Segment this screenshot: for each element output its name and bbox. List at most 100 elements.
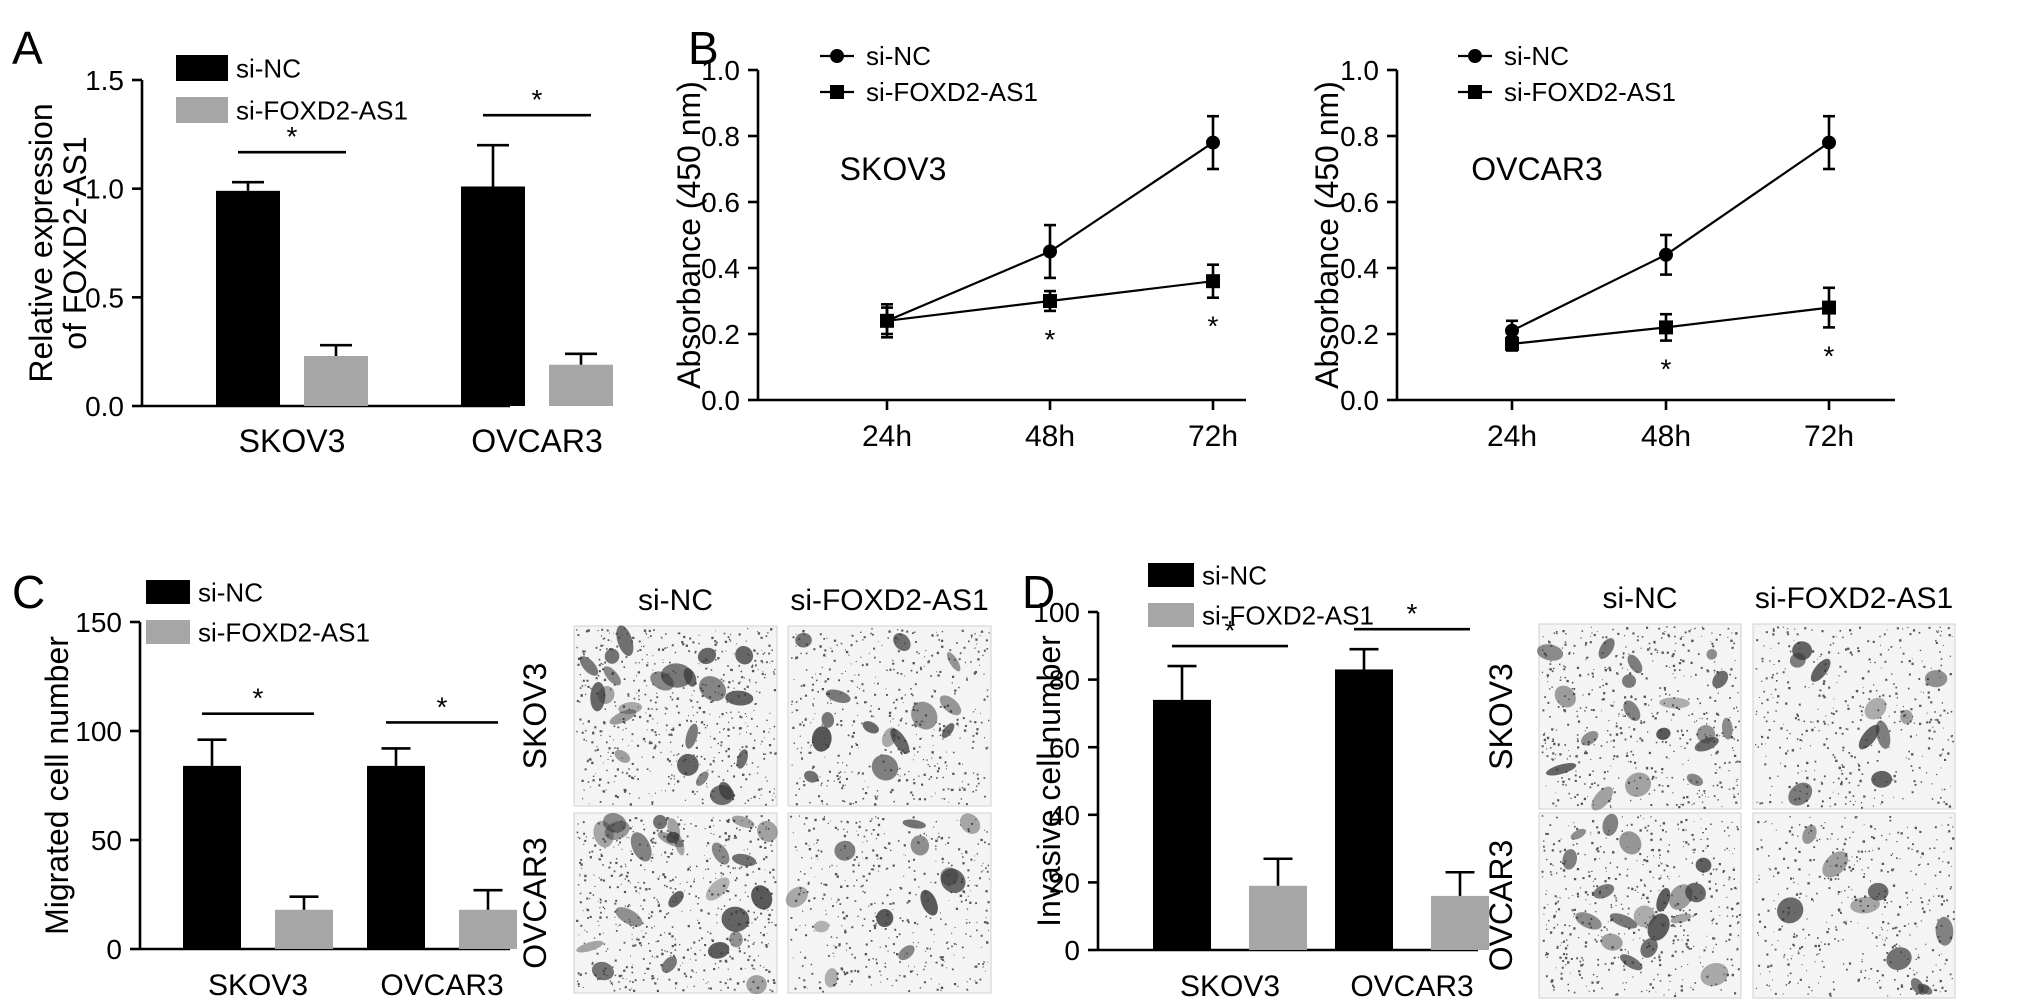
legend-label: si-NC: [866, 41, 931, 71]
micrograph-cell-cluster: [576, 940, 604, 953]
y-tick-label: 0.5: [85, 282, 124, 313]
micrograph-cell-cluster: [825, 689, 851, 703]
x-tick-label: SKOV3: [208, 969, 308, 1002]
legend-marker: [830, 49, 844, 63]
legend-label: si-FOXD2-AS1: [198, 617, 370, 647]
y-tick-label: 0.4: [701, 253, 740, 284]
panel-letter: D: [1022, 566, 1055, 618]
micrograph-cell-cluster: [1822, 851, 1849, 878]
micrograph-cell-cluster: [940, 867, 959, 886]
micrograph-cell-cluster: [718, 781, 733, 801]
micrograph-cell-cluster: [1536, 644, 1564, 661]
significance-star: *: [287, 121, 298, 152]
point-marker: [1659, 320, 1673, 335]
micrograph-image: [787, 625, 992, 807]
y-tick-label: 1.5: [85, 65, 124, 96]
micrograph-cell-cluster: [1656, 887, 1671, 912]
micrograph-column-label: si-NC: [638, 584, 713, 617]
bar: [304, 356, 368, 406]
x-tick-label: SKOV3: [239, 423, 346, 459]
micrograph-cell-cluster: [731, 853, 757, 867]
micrograph-cell-cluster: [1593, 884, 1615, 899]
micrograph-cell-cluster: [757, 820, 778, 842]
y-tick-label: 50: [91, 825, 122, 856]
point-marker: [1505, 323, 1519, 338]
significance-star: *: [1824, 340, 1835, 371]
micrograph-cell-cluster: [695, 771, 709, 786]
micrograph-cell-cluster: [910, 835, 930, 856]
micrograph-cell-cluster: [707, 942, 730, 959]
legend-swatch: [1148, 563, 1194, 587]
micrograph-cell-cluster: [1864, 697, 1887, 720]
micrograph-cell-cluster: [911, 701, 938, 730]
micrograph-cell-cluster: [890, 728, 910, 754]
micrograph-cell-cluster: [729, 931, 743, 948]
micrograph-speckle: [790, 815, 990, 993]
micrograph-cell-cluster: [1802, 824, 1817, 844]
micrograph-cell-cluster: [705, 877, 730, 901]
micrograph-cell-cluster: [661, 956, 677, 973]
significance-star: *: [1045, 324, 1056, 355]
micrograph-cell-cluster: [590, 681, 606, 712]
micrograph-cell-cluster: [1581, 730, 1599, 746]
micrograph-cell-cluster: [939, 695, 962, 716]
micrograph-cell-cluster: [1598, 638, 1615, 659]
micrograph-row-label: SKOV3: [517, 663, 553, 770]
micrograph-cell-cluster: [1792, 641, 1813, 661]
legend-label: si-NC: [1202, 560, 1267, 590]
micrograph-cell-cluster: [946, 652, 961, 672]
micrograph-cell-cluster: [666, 831, 680, 844]
micrograph-cell-cluster: [1647, 913, 1670, 941]
micrograph-cell-cluster: [1706, 649, 1718, 660]
micrograph-image: [1538, 812, 1742, 999]
micrograph-cell-cluster: [1570, 828, 1587, 840]
x-tick-label: 48h: [1641, 420, 1691, 453]
micrograph-cell-cluster: [591, 961, 615, 981]
y-tick-label: 100: [1033, 597, 1080, 628]
micrograph-cell-cluster: [1609, 913, 1638, 929]
micrograph-cell-cluster: [804, 770, 819, 783]
micrograph-cell-cluster: [1656, 727, 1671, 740]
micrograph-cell-cluster: [834, 840, 856, 861]
micrograph-cell-cluster: [699, 676, 727, 702]
micrograph-cell-cluster: [811, 726, 832, 752]
legend-label: si-FOXD2-AS1: [1202, 600, 1374, 630]
y-axis-label: Relative expression: [23, 103, 59, 382]
x-tick-label: 48h: [1025, 420, 1075, 453]
micrograph-cell-cluster: [871, 754, 899, 781]
micrograph-cell-cluster: [898, 945, 915, 961]
micrograph-cell-cluster: [1871, 770, 1893, 788]
micrograph-cell-cluster: [616, 625, 634, 657]
micrograph-cell-cluster: [824, 968, 838, 988]
micrograph-cell-cluster: [959, 813, 981, 834]
micrograph-image: [573, 625, 778, 807]
significance-star: *: [532, 84, 543, 115]
micrograph-cell-cluster: [893, 633, 911, 651]
micrograph-cell-cluster: [1625, 772, 1651, 797]
micrograph-cell-cluster: [795, 632, 812, 648]
micrograph-cell-cluster: [1721, 717, 1733, 740]
legend-label: si-FOXD2-AS1: [866, 77, 1038, 107]
y-axis-label: Absorbance (450 nm): [671, 81, 707, 389]
significance-star: *: [1225, 615, 1236, 646]
micrograph-cell-cluster: [1712, 670, 1729, 689]
micrograph-cell-cluster: [653, 814, 668, 830]
micrograph-cell-cluster: [677, 753, 699, 776]
micrograph-cell-cluster: [1858, 724, 1880, 750]
line-chart-SKOV3: B Absorbance (450 nm)0.0 0.2 0.4 0.6 0.8 1.0 24…: [671, 22, 1246, 453]
x-tick-label: OVCAR3: [471, 423, 603, 459]
y-axis-label: Invasive cell number: [1031, 635, 1067, 927]
bar: [1335, 669, 1393, 950]
micrograph-image: [573, 812, 778, 995]
micrograph-cell-cluster: [1640, 938, 1658, 958]
micrograph-background: [1752, 623, 1956, 810]
micrograph-cell-cluster: [1935, 916, 1954, 946]
y-tick-label: 0.0: [701, 385, 740, 416]
micrograph-speckle: [791, 628, 990, 806]
micrograph-cell-cluster: [697, 647, 717, 665]
micrograph-cell-cluster: [604, 648, 620, 664]
micrograph-cell-cluster: [1900, 709, 1913, 725]
micrograph-cell-cluster: [1602, 813, 1619, 836]
x-tick-label: OVCAR3: [380, 969, 503, 1002]
y-axis-label: Absorbance (450 nm): [1309, 81, 1345, 389]
